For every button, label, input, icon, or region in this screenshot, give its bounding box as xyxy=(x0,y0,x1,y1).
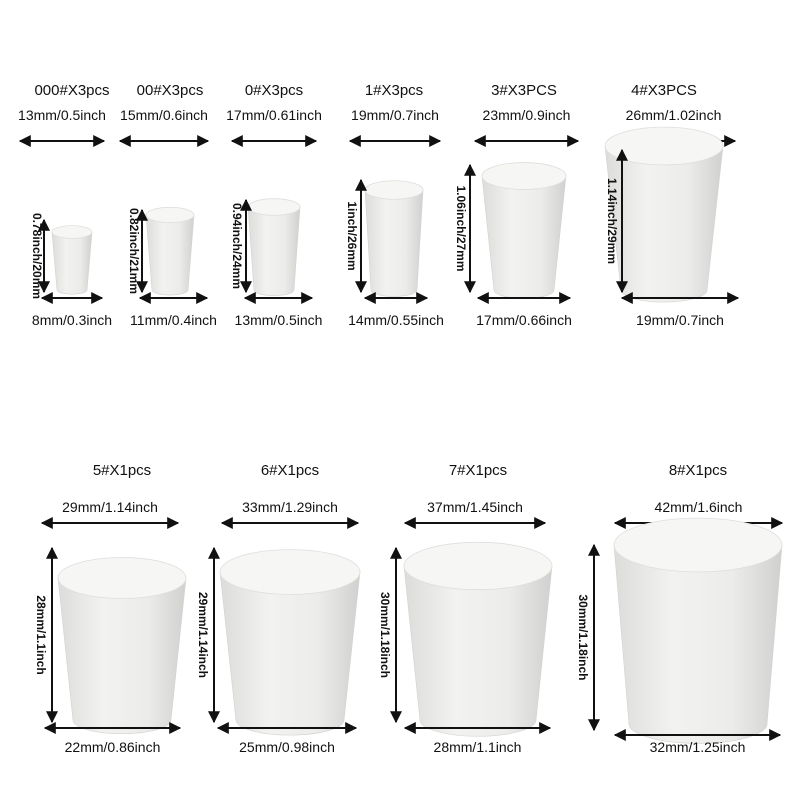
top-diameter-label: 29mm/1.14inch xyxy=(62,499,158,515)
bottom-diameter-label: 19mm/0.7inch xyxy=(636,312,724,328)
stopper-body xyxy=(145,214,195,296)
height-label: 0.94inch/24mm xyxy=(230,203,244,289)
height-label: 30mm/1.18inch xyxy=(378,592,392,678)
size-label: 3#X3PCS xyxy=(491,82,557,99)
stopper-group-3: 1#X3pcs 19mm/0.7inch 1inch/26mm 14mm/0.55in… xyxy=(345,82,444,328)
size-label: 1#X3pcs xyxy=(365,82,423,99)
stopper-top xyxy=(364,180,424,200)
height-label: 1inch/26mm xyxy=(345,201,359,270)
stopper-group-2: 0#X3pcs 17mm/0.61inch 0.94inch/24mm 13mm/0.… xyxy=(226,82,322,328)
size-label: 00#X3pcs xyxy=(137,82,204,99)
stopper-group-1: 00#X3pcs 15mm/0.6inch 0.82inch/21mm 11mm/0.… xyxy=(118,82,217,328)
stopper-top xyxy=(613,517,783,573)
bottom-diameter-label: 32mm/1.25inch xyxy=(650,739,746,755)
bottom-diameter-label: 11mm/0.4inch xyxy=(130,312,217,328)
size-label: 6#X1pcs xyxy=(261,462,319,479)
height-label: 30mm/1.18inch xyxy=(576,594,590,680)
bottom-diameter-label: 25mm/0.98inch xyxy=(239,739,335,755)
size-label: 4#X3PCS xyxy=(631,82,697,99)
stopper-group-4: 3#X3PCS 23mm/0.9inch 1.06inch/27mm 17mm/0.6… xyxy=(454,82,580,328)
stopper-body xyxy=(57,577,187,734)
top-diameter-label: 33mm/1.29inch xyxy=(242,499,338,515)
bottom-diameter-label: 22mm/0.86inch xyxy=(65,739,161,755)
top-diameter-label: 37mm/1.45inch xyxy=(427,499,523,515)
bottom-diameter-label: 14mm/0.55inch xyxy=(348,312,444,328)
stopper-top xyxy=(57,557,187,599)
stopper-top xyxy=(604,126,724,166)
bottom-diameter-label: 17mm/0.66inch xyxy=(476,312,572,328)
size-label: 000#X3pcs xyxy=(34,82,109,99)
stopper-top xyxy=(481,162,567,190)
top-diameter-label: 23mm/0.9inch xyxy=(483,107,571,123)
stopper-group-6: 5#X1pcs 29mm/1.14inch 28mm/1.1inch 22mm/0.8… xyxy=(34,462,187,755)
stopper-top xyxy=(145,206,195,224)
stopper-body xyxy=(247,206,301,296)
top-diameter-label: 17mm/0.61inch xyxy=(226,107,322,123)
bottom-diameter-label: 8mm/0.3inch xyxy=(32,312,112,328)
height-label: 0.78inch/20mm xyxy=(30,213,44,299)
stopper-body xyxy=(219,571,361,736)
bottom-diameter-label: 28mm/1.1inch xyxy=(434,739,522,755)
height-label: 1.14inch/29mm xyxy=(605,178,619,264)
bottom-diameter-label: 13mm/0.5inch xyxy=(235,312,323,328)
height-label: 1.06inch/27mm xyxy=(454,185,468,271)
top-diameter-label: 42mm/1.6inch xyxy=(655,499,743,515)
size-label: 8#X1pcs xyxy=(669,462,727,479)
top-diameter-label: 19mm/0.7inch xyxy=(351,107,439,123)
stopper-body xyxy=(51,231,93,295)
stopper-group-5: 4#X3PCS 26mm/1.02inch 1.14inch/29mm 19mm/0.… xyxy=(604,82,740,328)
stopper-group-9: 8#X1pcs 42mm/1.6inch 30mm/1.18inch 32mm/1.2… xyxy=(576,462,784,755)
size-label: 0#X3pcs xyxy=(245,82,303,99)
height-label: 0.82inch/21mm xyxy=(127,208,141,294)
stopper-top xyxy=(219,549,361,595)
stopper-group-0: 000#X3pcs 13mm/0.5inch 0.78inch/20mm 8mm/0.… xyxy=(18,82,112,328)
stopper-body xyxy=(364,189,424,297)
stopper-top xyxy=(403,541,553,591)
size-label: 5#X1pcs xyxy=(93,462,151,479)
stopper-body xyxy=(403,565,553,737)
stopper-group-7: 6#X1pcs 33mm/1.29inch 29mm/1.14inch 25mm/0.… xyxy=(196,462,361,755)
stopper-group-8: 7#X1pcs 37mm/1.45inch 30mm/1.18inch 28mm/1.… xyxy=(378,462,553,755)
size-label: 7#X1pcs xyxy=(449,462,507,479)
stopper-body xyxy=(613,544,783,744)
stopper-top xyxy=(247,198,301,216)
height-label: 29mm/1.14inch xyxy=(196,592,210,678)
height-label: 28mm/1.1inch xyxy=(34,595,48,674)
stopper-top xyxy=(51,225,93,239)
top-diameter-label: 26mm/1.02inch xyxy=(626,107,722,123)
top-diameter-label: 13mm/0.5inch xyxy=(18,107,106,123)
stopper-body xyxy=(481,175,567,299)
top-diameter-label: 15mm/0.6inch xyxy=(120,107,208,123)
